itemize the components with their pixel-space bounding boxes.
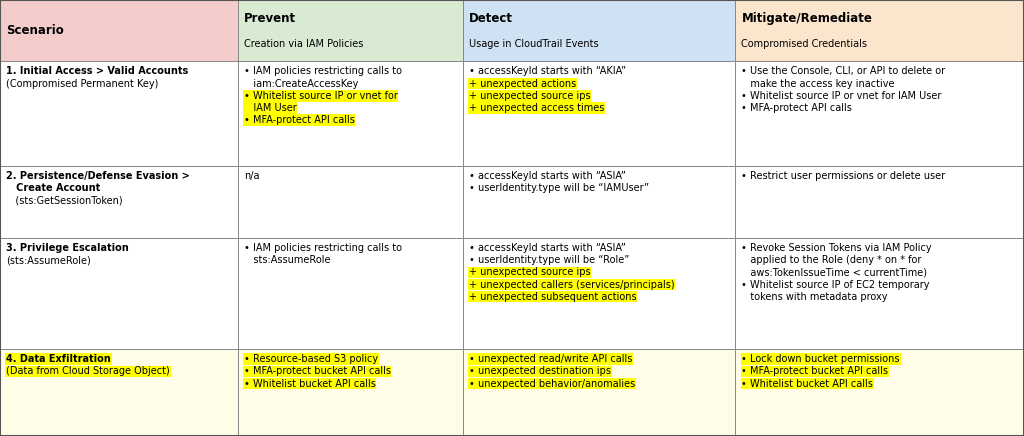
Text: • unexpected destination ips: • unexpected destination ips <box>469 366 611 376</box>
Text: make the access key inactive: make the access key inactive <box>741 78 895 89</box>
Text: • Lock down bucket permissions: • Lock down bucket permissions <box>741 354 900 364</box>
Text: • Whitelist source IP or vnet for: • Whitelist source IP or vnet for <box>244 91 397 101</box>
Bar <box>238 166 463 238</box>
Text: IAM User: IAM User <box>244 103 297 113</box>
Text: • IAM policies restricting calls to: • IAM policies restricting calls to <box>244 243 401 253</box>
Text: • Use the Console, CLI, or API to delete or: • Use the Console, CLI, or API to delete… <box>741 66 945 76</box>
Text: (sts:GetSessionToken): (sts:GetSessionToken) <box>6 195 123 205</box>
Text: • accessKeyId starts with “ASIA”: • accessKeyId starts with “ASIA” <box>469 171 626 181</box>
Text: 2. Persistence/Defense Evasion >: 2. Persistence/Defense Evasion > <box>6 171 189 181</box>
Text: (Data from Cloud Storage Object): (Data from Cloud Storage Object) <box>6 366 170 376</box>
Bar <box>238 238 463 349</box>
Bar <box>0 349 238 436</box>
Text: Compromised Credentials: Compromised Credentials <box>741 39 867 49</box>
Bar <box>735 238 1024 349</box>
Text: • Whitelist source IP or vnet for IAM User: • Whitelist source IP or vnet for IAM Us… <box>741 91 942 101</box>
Text: • userIdentity.type will be “Role”: • userIdentity.type will be “Role” <box>469 255 630 265</box>
Bar <box>735 61 1024 166</box>
Text: + unexpected subsequent actions: + unexpected subsequent actions <box>469 292 637 302</box>
Text: 3. Privilege Escalation: 3. Privilege Escalation <box>6 243 129 253</box>
Text: • unexpected behavior/anomalies: • unexpected behavior/anomalies <box>469 378 635 388</box>
Text: • accessKeyId starts with “AKIA”: • accessKeyId starts with “AKIA” <box>469 66 626 76</box>
Text: Detect: Detect <box>469 12 513 25</box>
Text: • userIdentity.type will be “IAMUser”: • userIdentity.type will be “IAMUser” <box>469 183 649 193</box>
Bar <box>0 238 238 349</box>
Text: Scenario: Scenario <box>6 24 63 37</box>
Text: 4. Data Exfiltration: 4. Data Exfiltration <box>6 354 111 364</box>
Text: Prevent: Prevent <box>244 12 296 25</box>
Text: + unexpected source ips: + unexpected source ips <box>469 267 591 277</box>
Text: iam:CreateAccessKey: iam:CreateAccessKey <box>244 78 358 89</box>
Text: n/a: n/a <box>244 171 259 181</box>
Bar <box>238 349 463 436</box>
Bar <box>735 0 1024 61</box>
Text: + unexpected actions: + unexpected actions <box>469 78 577 89</box>
Text: • MFA-protect bucket API calls: • MFA-protect bucket API calls <box>244 366 391 376</box>
Text: applied to the Role (deny * on * for: applied to the Role (deny * on * for <box>741 255 922 265</box>
Text: • accessKeyId starts with “ASIA”: • accessKeyId starts with “ASIA” <box>469 243 626 253</box>
Text: tokens with metadata proxy: tokens with metadata proxy <box>741 292 888 302</box>
Bar <box>0 166 238 238</box>
Text: aws:TokenIssueTime < currentTime): aws:TokenIssueTime < currentTime) <box>741 267 928 277</box>
Text: (Compromised Permanent Key): (Compromised Permanent Key) <box>6 78 159 89</box>
Text: sts:AssumeRole: sts:AssumeRole <box>244 255 330 265</box>
Bar <box>463 61 735 166</box>
Text: • unexpected read/write API calls: • unexpected read/write API calls <box>469 354 633 364</box>
Text: • Whitelist source IP of EC2 temporary: • Whitelist source IP of EC2 temporary <box>741 279 930 290</box>
Bar <box>463 166 735 238</box>
Text: • MFA-protect bucket API calls: • MFA-protect bucket API calls <box>741 366 889 376</box>
Text: + unexpected callers (services/principals): + unexpected callers (services/principal… <box>469 279 675 290</box>
Bar <box>735 166 1024 238</box>
Text: + unexpected source ips: + unexpected source ips <box>469 91 591 101</box>
Text: • Restrict user permissions or delete user: • Restrict user permissions or delete us… <box>741 171 945 181</box>
Text: • IAM policies restricting calls to: • IAM policies restricting calls to <box>244 66 401 76</box>
Bar <box>463 238 735 349</box>
Text: (sts:AssumeRole): (sts:AssumeRole) <box>6 255 91 265</box>
Text: Creation via IAM Policies: Creation via IAM Policies <box>244 39 364 49</box>
Text: • Whitelist bucket API calls: • Whitelist bucket API calls <box>244 378 376 388</box>
Text: Create Account: Create Account <box>6 183 100 193</box>
Text: • Revoke Session Tokens via IAM Policy: • Revoke Session Tokens via IAM Policy <box>741 243 932 253</box>
Text: Mitigate/Remediate: Mitigate/Remediate <box>741 12 872 25</box>
Text: • MFA-protect API calls: • MFA-protect API calls <box>244 115 354 125</box>
Bar <box>735 349 1024 436</box>
Bar <box>0 61 238 166</box>
Bar <box>463 0 735 61</box>
Text: • MFA-protect API calls: • MFA-protect API calls <box>741 103 852 113</box>
Text: • Resource-based S3 policy: • Resource-based S3 policy <box>244 354 378 364</box>
Text: • Whitelist bucket API calls: • Whitelist bucket API calls <box>741 378 873 388</box>
Text: 1. Initial Access > Valid Accounts: 1. Initial Access > Valid Accounts <box>6 66 188 76</box>
Text: Usage in CloudTrail Events: Usage in CloudTrail Events <box>469 39 599 49</box>
Bar <box>463 349 735 436</box>
Bar <box>238 61 463 166</box>
Bar <box>0 0 238 61</box>
Text: + unexpected access times: + unexpected access times <box>469 103 604 113</box>
Bar <box>238 0 463 61</box>
